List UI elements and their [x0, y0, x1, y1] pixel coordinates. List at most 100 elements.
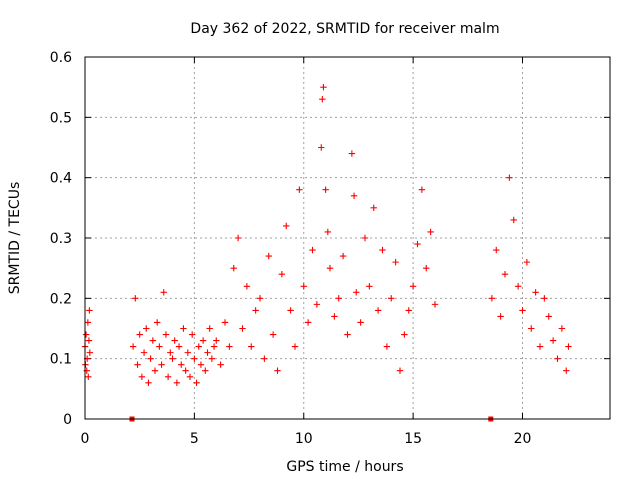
data-point: [418, 186, 426, 193]
data-point: [143, 325, 150, 332]
data-point: [217, 361, 224, 368]
y-tick-label: 0.2: [50, 291, 72, 307]
data-point: [129, 343, 137, 350]
data-point: [197, 361, 205, 368]
x-tick-label: 5: [190, 431, 199, 447]
data-point: [510, 216, 517, 224]
x-tick-label: 20: [514, 431, 532, 447]
data-point: [565, 343, 572, 350]
data-point: [326, 264, 334, 272]
data-point: [167, 349, 174, 356]
y-tick-label: 0.1: [50, 352, 72, 368]
data-point: [409, 283, 417, 290]
data-point: [493, 246, 500, 254]
data-point: [506, 174, 513, 181]
data-point: [322, 186, 329, 193]
data-point: [193, 379, 200, 386]
data-point: [514, 283, 522, 290]
data-point: [357, 319, 364, 326]
data-point: [549, 337, 557, 344]
y-tick-label: 0.6: [50, 50, 72, 66]
plot-frame: [84, 56, 611, 420]
data-point: [488, 295, 496, 302]
data-point: [202, 367, 209, 374]
data-point: [374, 307, 382, 314]
data-point: [261, 355, 268, 362]
data-point: [162, 331, 170, 338]
data-point: [379, 246, 386, 254]
x-tick-labels: 0 5 10 15 20: [81, 431, 532, 447]
data-point: [414, 240, 421, 248]
data-point: [300, 283, 307, 290]
data-point: [188, 331, 196, 338]
data-point: [370, 204, 377, 212]
data-point: [138, 373, 146, 380]
data-point: [296, 186, 303, 193]
data-point: [350, 192, 358, 199]
data-point: [147, 355, 154, 362]
data-point: [210, 343, 218, 350]
data-point: [85, 337, 93, 344]
data-point: [173, 379, 181, 386]
data-point: [563, 367, 570, 374]
x-axis-label: GPS time / hours: [286, 459, 403, 475]
data-point: [545, 313, 552, 320]
data-point: [132, 295, 139, 302]
data-point: [274, 367, 281, 374]
data-point: [344, 331, 351, 338]
data-point: [182, 367, 189, 374]
data-point: [145, 379, 152, 386]
data-point: [84, 319, 92, 326]
data-point: [431, 301, 439, 308]
data-point: [536, 343, 544, 350]
data-point: [239, 325, 246, 332]
data-point: [186, 373, 194, 380]
data-point: [318, 144, 325, 151]
data-point: [248, 343, 255, 350]
data-point: [528, 325, 535, 332]
x-tick-label: 10: [295, 431, 313, 447]
data-point: [558, 325, 566, 332]
x-tick-label: 0: [81, 431, 90, 447]
data-point: [423, 264, 430, 272]
data-point: [204, 349, 211, 356]
data-point: [554, 355, 561, 362]
data-point: [501, 271, 509, 278]
data-point: [230, 264, 237, 272]
data-point: [169, 355, 176, 362]
data-point: [519, 307, 526, 314]
data-point: [383, 343, 391, 350]
data-point: [353, 289, 360, 296]
data-point: [86, 349, 94, 356]
data-point: [206, 325, 213, 332]
data-point: [287, 307, 294, 314]
data-point: [221, 319, 229, 326]
data-point: [213, 337, 220, 344]
y-axis-label: SRMTID / TECUs: [7, 182, 23, 295]
data-point: [86, 307, 93, 314]
data-point: [208, 355, 216, 362]
data-point: [243, 283, 251, 290]
data-points: [81, 83, 572, 422]
data-point: [427, 228, 434, 236]
data-point: [361, 234, 369, 242]
y-tick-label: 0.4: [50, 171, 72, 187]
data-point: [339, 252, 347, 260]
data-point: [319, 96, 326, 103]
data-point: [401, 331, 408, 338]
data-point: [366, 283, 373, 290]
y-tick-label: 0.3: [50, 231, 72, 247]
data-point: [309, 246, 316, 254]
data-point: [278, 271, 286, 278]
data-point: [348, 150, 356, 157]
y-tick-label: 0.5: [50, 110, 72, 126]
data-point: [151, 367, 159, 374]
data-point: [226, 343, 233, 350]
data-point: [324, 228, 332, 236]
data-point: [153, 319, 161, 326]
data-point: [184, 349, 192, 356]
data-point: [199, 337, 207, 344]
data-point: [335, 295, 342, 302]
data-point: [164, 373, 172, 380]
